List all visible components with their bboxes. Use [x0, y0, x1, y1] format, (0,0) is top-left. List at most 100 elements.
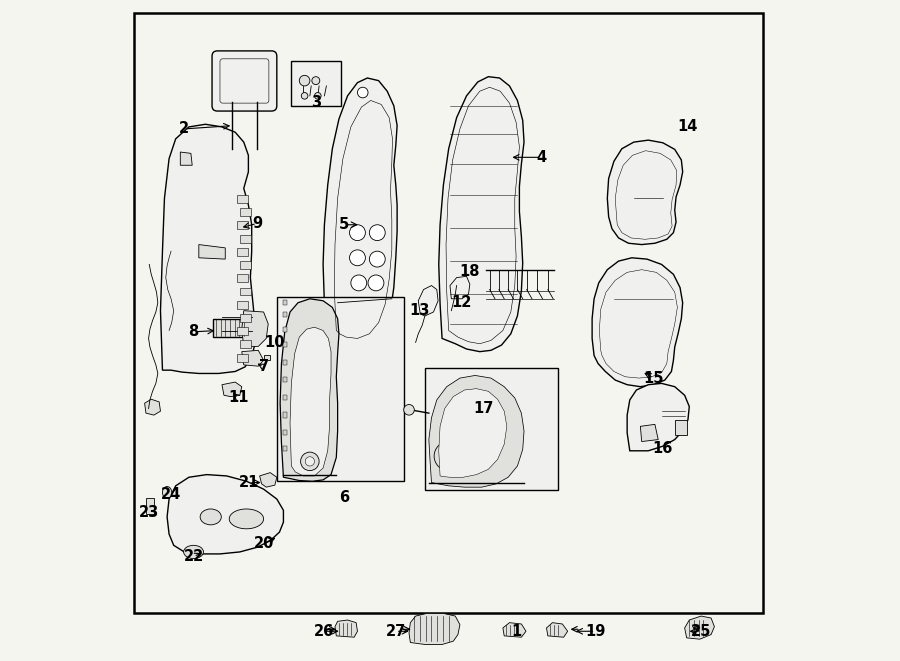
Text: 21: 21: [238, 475, 259, 490]
Bar: [284, 377, 287, 382]
Text: 8: 8: [188, 325, 199, 339]
Bar: [264, 355, 270, 360]
Circle shape: [369, 225, 385, 241]
Circle shape: [300, 75, 310, 86]
Polygon shape: [439, 77, 524, 352]
Circle shape: [349, 225, 365, 241]
Text: 22: 22: [184, 549, 203, 564]
Polygon shape: [259, 473, 277, 487]
Polygon shape: [608, 140, 683, 245]
Text: 4: 4: [536, 150, 546, 165]
Polygon shape: [199, 245, 225, 259]
Text: 17: 17: [472, 401, 493, 416]
Bar: [284, 446, 287, 451]
Bar: [240, 235, 251, 243]
Bar: [284, 300, 287, 305]
Bar: [238, 327, 248, 335]
Polygon shape: [280, 299, 339, 481]
Polygon shape: [439, 389, 507, 477]
Text: 18: 18: [460, 264, 480, 278]
Circle shape: [434, 442, 464, 471]
Bar: [238, 248, 248, 256]
Polygon shape: [428, 375, 524, 487]
Bar: [238, 195, 248, 203]
Polygon shape: [685, 616, 715, 639]
Bar: [213, 319, 252, 337]
Polygon shape: [145, 399, 160, 415]
Bar: [240, 314, 251, 322]
Circle shape: [312, 77, 319, 85]
Polygon shape: [290, 327, 331, 476]
Bar: [284, 360, 287, 365]
Polygon shape: [503, 623, 526, 637]
Bar: [238, 354, 248, 362]
FancyBboxPatch shape: [220, 59, 269, 103]
Text: 11: 11: [229, 391, 248, 405]
Bar: [240, 340, 251, 348]
Bar: [675, 420, 687, 435]
Bar: [284, 312, 287, 317]
Text: 1: 1: [511, 624, 521, 639]
Polygon shape: [167, 475, 284, 554]
Bar: [284, 342, 287, 347]
Circle shape: [302, 93, 308, 99]
Text: 20: 20: [254, 536, 274, 551]
Bar: [284, 395, 287, 400]
Bar: [238, 221, 248, 229]
Circle shape: [404, 405, 414, 415]
Circle shape: [442, 449, 455, 463]
Bar: [238, 301, 248, 309]
Polygon shape: [242, 350, 264, 366]
Bar: [238, 274, 248, 282]
Bar: [284, 327, 287, 332]
Text: 24: 24: [161, 487, 181, 502]
Circle shape: [305, 457, 314, 466]
Polygon shape: [323, 78, 397, 357]
Text: 27: 27: [386, 624, 406, 639]
Text: 3: 3: [311, 95, 321, 110]
Text: 12: 12: [452, 295, 472, 310]
Polygon shape: [335, 620, 357, 637]
Bar: [240, 261, 251, 269]
Polygon shape: [592, 258, 683, 387]
Polygon shape: [160, 124, 255, 373]
Circle shape: [301, 452, 320, 471]
Ellipse shape: [230, 509, 264, 529]
Text: 14: 14: [678, 120, 698, 134]
Text: 6: 6: [339, 490, 349, 504]
Polygon shape: [450, 276, 470, 299]
Polygon shape: [409, 613, 460, 644]
Polygon shape: [546, 623, 568, 637]
Text: 9: 9: [252, 216, 262, 231]
Bar: [284, 430, 287, 435]
Bar: [240, 208, 251, 216]
Text: 23: 23: [140, 505, 159, 520]
FancyBboxPatch shape: [212, 51, 277, 111]
Circle shape: [369, 251, 385, 267]
Bar: [425, 368, 558, 490]
Ellipse shape: [184, 545, 203, 559]
Text: 10: 10: [264, 335, 284, 350]
Text: 16: 16: [652, 441, 673, 455]
Text: 13: 13: [410, 303, 430, 318]
Polygon shape: [180, 152, 193, 165]
Polygon shape: [418, 286, 438, 316]
Bar: [277, 297, 404, 481]
Circle shape: [368, 275, 384, 291]
Text: 25: 25: [691, 624, 711, 639]
Circle shape: [314, 93, 321, 99]
Text: 7: 7: [258, 360, 269, 374]
Text: 19: 19: [585, 624, 606, 639]
Circle shape: [349, 250, 365, 266]
Bar: [284, 412, 287, 418]
Text: 2: 2: [179, 122, 189, 136]
Ellipse shape: [200, 509, 221, 525]
Circle shape: [357, 87, 368, 98]
Bar: [292, 61, 341, 106]
Ellipse shape: [163, 486, 172, 498]
Text: 15: 15: [644, 371, 664, 385]
Text: 26: 26: [314, 624, 335, 639]
Circle shape: [351, 275, 366, 291]
Polygon shape: [337, 357, 361, 400]
Polygon shape: [641, 424, 658, 442]
